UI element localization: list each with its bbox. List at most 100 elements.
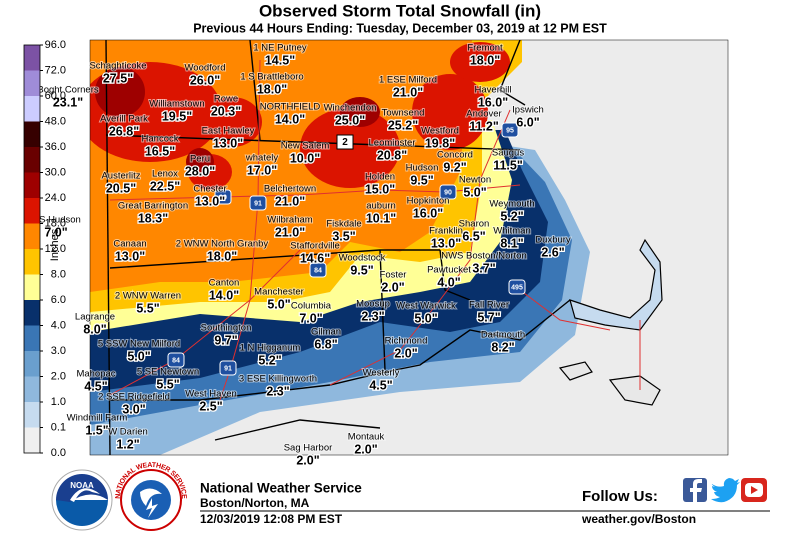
road: [329, 109, 511, 386]
station-value: 9.7": [214, 333, 237, 347]
station-name: 2 SSE Ridgefield: [98, 392, 170, 403]
station-value: 8.2": [491, 340, 514, 354]
station-name: NORTHFIELD: [260, 102, 321, 113]
youtube-play: [751, 486, 758, 494]
nws-bolt: [146, 498, 158, 518]
office: Boston/Norton, MA: [200, 496, 310, 510]
colorbar-tick-label: 2.0: [51, 370, 66, 382]
station-value: 9.5": [350, 263, 373, 277]
station-name: Pawtucket: [427, 265, 471, 276]
station-name: Boght Corners: [37, 85, 99, 96]
island: [558, 361, 593, 381]
colorbar-swatch: [24, 427, 40, 453]
station-value: 2.0": [296, 453, 319, 467]
snowfall-field: [90, 40, 728, 455]
station-value: 27.5": [103, 71, 133, 85]
noaa-logo-upper: [56, 474, 108, 502]
island: [608, 375, 661, 406]
station-name: Montauk: [348, 432, 385, 443]
station-value: 28.0": [185, 164, 215, 178]
station-name: 1 N Higganum: [240, 343, 301, 354]
station-value: 25.2": [388, 118, 418, 132]
station-value: 3.7": [472, 261, 495, 275]
station-value: 26.8": [109, 124, 139, 138]
station-value: 9.2": [443, 160, 466, 174]
noaa-gull: [70, 488, 100, 502]
station-value: 5.2": [500, 209, 523, 223]
road: [109, 184, 521, 201]
station-name: Westford: [421, 126, 459, 137]
station-value: 14.0": [209, 288, 239, 302]
station-name: 2 WNW Warren: [115, 291, 181, 302]
station-value: 21.0": [275, 225, 305, 239]
station-value: 2.0": [381, 280, 404, 294]
twitter-icon[interactable]: [711, 478, 740, 503]
station-value: 20.3": [211, 104, 241, 118]
colorbar-swatch: [24, 223, 40, 249]
colorbar-tick-label: 4.0: [51, 319, 66, 331]
station-value: 25.0": [335, 113, 365, 127]
colorbar-swatch: [24, 45, 40, 71]
shield: [309, 262, 327, 278]
station-value: 4.5": [84, 379, 107, 393]
station-value: 6.0": [516, 115, 539, 129]
station-value: 8.0": [83, 322, 106, 336]
colorbar-tick-label: 30.0: [45, 166, 66, 178]
station-name: Schaghticoke: [89, 61, 146, 72]
station-name: Columbia: [291, 301, 332, 312]
station-name: Wilbraham: [267, 215, 312, 226]
shield-label: 84: [314, 267, 322, 274]
station-name: Whitman: [493, 226, 530, 237]
station-name: Fremont: [467, 43, 503, 54]
station-value: 5.0": [267, 297, 290, 311]
station-value: 2.6": [541, 245, 564, 259]
band: [412, 74, 488, 150]
colorbar-tick-label: 8.0: [51, 268, 66, 280]
station-name: Franklin: [429, 226, 463, 237]
station-name: Saugus: [492, 148, 524, 159]
station-value: 19.8": [425, 136, 455, 150]
station-value: 3.5": [332, 229, 355, 243]
follow-us: Follow Us:: [582, 488, 658, 505]
colorbar-swatch: [24, 402, 40, 428]
station-name: Woodford: [184, 63, 225, 74]
station-value: 26.0": [190, 73, 220, 87]
station-name: Canaan: [113, 239, 146, 250]
station-name: Holden: [365, 172, 395, 183]
colorbar-tick-label: 18.0: [45, 217, 66, 229]
shield: [336, 134, 354, 150]
website[interactable]: weather.gov/Boston: [581, 512, 696, 526]
station-value: 15.0": [365, 182, 395, 196]
colorbar-tick-label: 24.0: [45, 192, 66, 204]
station-value: 6.5": [462, 229, 485, 243]
station-value: 5.0": [414, 311, 437, 325]
agency: National Weather Service: [200, 481, 362, 496]
station-name: 8 S Hudson: [31, 215, 81, 226]
station-value: 20.8": [377, 148, 407, 162]
